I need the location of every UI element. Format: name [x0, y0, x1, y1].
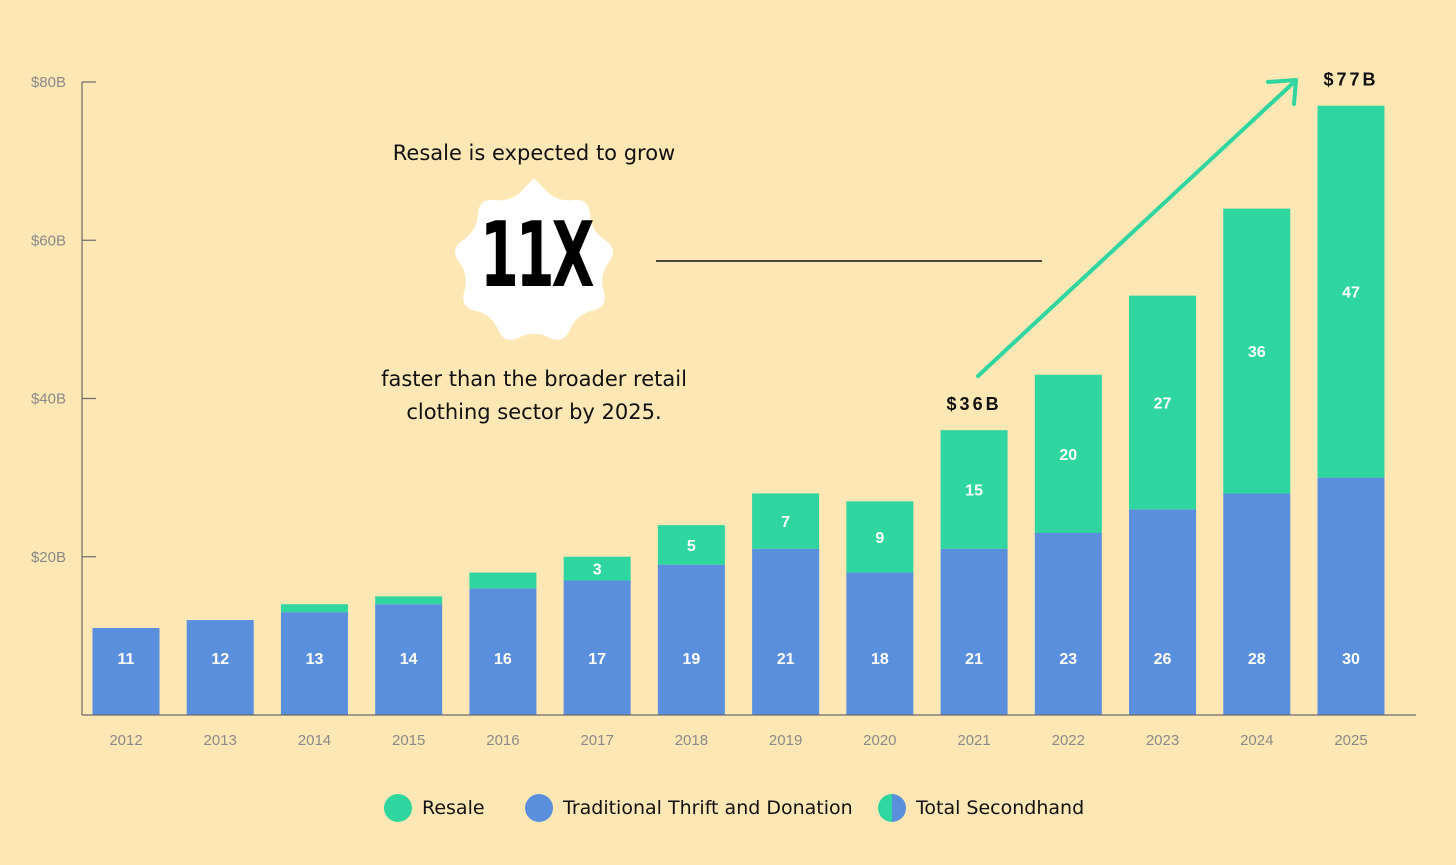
bar-label-traditional: 26	[1154, 651, 1172, 668]
bar-label-resale: 7	[781, 514, 790, 531]
bar-resale	[657, 525, 725, 565]
bar-traditional	[1317, 477, 1385, 715]
bar-traditional	[92, 627, 160, 715]
bar-traditional	[375, 604, 443, 715]
bar-resale	[1129, 295, 1197, 510]
bar-label-traditional: 21	[777, 651, 795, 668]
bar-label-traditional: 21	[965, 651, 983, 668]
trend-arrow	[976, 78, 1298, 378]
bar-label-resale: 20	[1059, 447, 1077, 464]
bar-label-traditional: 23	[1059, 651, 1077, 668]
bar-label-traditional: 19	[682, 651, 700, 668]
bar-traditional	[469, 588, 537, 715]
bar-traditional	[1034, 533, 1102, 715]
trend-arrow-head	[1266, 78, 1298, 106]
bar-traditional	[280, 612, 348, 715]
x-tick-label: 2019	[769, 732, 802, 749]
bar-resale	[280, 604, 348, 613]
bar-resale	[375, 596, 443, 605]
bar-resale	[752, 493, 820, 549]
x-tick-label: 2021	[957, 732, 990, 749]
bar-traditional	[1223, 493, 1291, 715]
bar-resale	[1317, 105, 1385, 478]
bar-traditional	[752, 548, 820, 715]
legend-swatch-resale	[384, 794, 412, 822]
bar-resale	[846, 501, 914, 573]
legend-label-traditional: Traditional Thrift and Donation	[563, 797, 853, 819]
x-tick-label: 2022	[1052, 732, 1085, 749]
x-tick-label: 2025	[1334, 732, 1367, 749]
x-tick-label: 2014	[298, 732, 331, 749]
legend-item-total: Total Secondhand	[878, 794, 1084, 822]
y-tick-label: $80B	[31, 74, 66, 91]
bar-resale	[563, 556, 631, 581]
x-tick-label: 2012	[109, 732, 142, 749]
y-tick-label: $60B	[31, 232, 66, 249]
bar-label-resale: 15	[965, 482, 983, 499]
bar-traditional	[186, 620, 254, 715]
legend-label-total: Total Secondhand	[916, 797, 1085, 819]
callout-total: $77B	[1323, 70, 1378, 90]
bar-traditional	[657, 564, 725, 715]
bar-label-resale: 47	[1342, 285, 1360, 302]
x-axis: 2012 2013 2014 2015 2016 2017 2018 2019 2020 2021…	[82, 714, 1416, 749]
bar-resale	[469, 572, 537, 589]
bar-resale	[1223, 208, 1291, 494]
bar-label-traditional: 13	[306, 651, 324, 668]
x-tick-label: 2013	[204, 732, 237, 749]
bar-resale	[940, 430, 1008, 549]
x-tick-label: 2018	[675, 732, 708, 749]
bar-label-resale: 5	[687, 538, 696, 555]
legend-item-traditional: Traditional Thrift and Donation	[525, 794, 853, 822]
starburst-badge	[455, 178, 613, 340]
callout-total: $36B	[947, 394, 1002, 414]
bar-label-resale: 36	[1248, 344, 1266, 361]
x-tick-label: 2017	[580, 732, 613, 749]
x-tick-label: 2024	[1240, 732, 1273, 749]
bar-resale	[1034, 374, 1102, 534]
bar-label-traditional: 11	[118, 651, 135, 668]
x-tick-label: 2023	[1146, 732, 1179, 749]
bar-label-traditional: 16	[494, 651, 512, 668]
bars: 11 12 13 14 16 17 3 19 5 21 7 18 9 21 15 23 20 26 27 28 36 30…	[92, 105, 1385, 715]
callouts: $36B $77B	[947, 70, 1378, 414]
bar-label-traditional: 17	[588, 651, 606, 668]
bar-label-resale: 27	[1154, 395, 1172, 412]
bar-traditional	[563, 580, 631, 715]
bar-label-traditional: 30	[1342, 651, 1360, 668]
bar-label-traditional: 18	[871, 651, 889, 668]
annotation-body: faster than the broader retail clothing …	[334, 363, 734, 429]
bar-label-traditional: 14	[400, 651, 418, 668]
y-axis: $20B $40B $60B $80B	[31, 74, 96, 715]
y-tick-label: $20B	[31, 549, 66, 566]
bar-traditional	[940, 548, 1008, 715]
annotation-line-3: clothing sector by 2025.	[406, 400, 662, 424]
bar-label-traditional: 12	[211, 651, 229, 668]
y-tick-label: $40B	[31, 391, 66, 408]
bar-traditional	[1129, 509, 1197, 715]
x-tick-label: 2015	[392, 732, 425, 749]
multiplier-value: 11X	[480, 203, 594, 308]
legend-swatch-traditional	[525, 794, 553, 822]
legend: Resale Traditional Thrift and Donation T…	[0, 790, 1456, 830]
legend-label-resale: Resale	[422, 797, 485, 819]
legend-swatch-total	[878, 794, 906, 822]
bar-traditional	[846, 572, 914, 715]
bar-label-resale: 9	[875, 530, 884, 547]
legend-item-resale: Resale	[384, 794, 485, 822]
trend-arrow-shaft	[976, 82, 1294, 378]
bar-label-resale: 3	[593, 562, 602, 579]
x-tick-label: 2020	[863, 732, 896, 749]
annotation-line-2: faster than the broader retail	[381, 367, 687, 391]
annotation-line-1: Resale is expected to grow	[392, 141, 676, 165]
bar-label-traditional: 28	[1248, 651, 1266, 668]
x-tick-label: 2016	[486, 732, 519, 749]
